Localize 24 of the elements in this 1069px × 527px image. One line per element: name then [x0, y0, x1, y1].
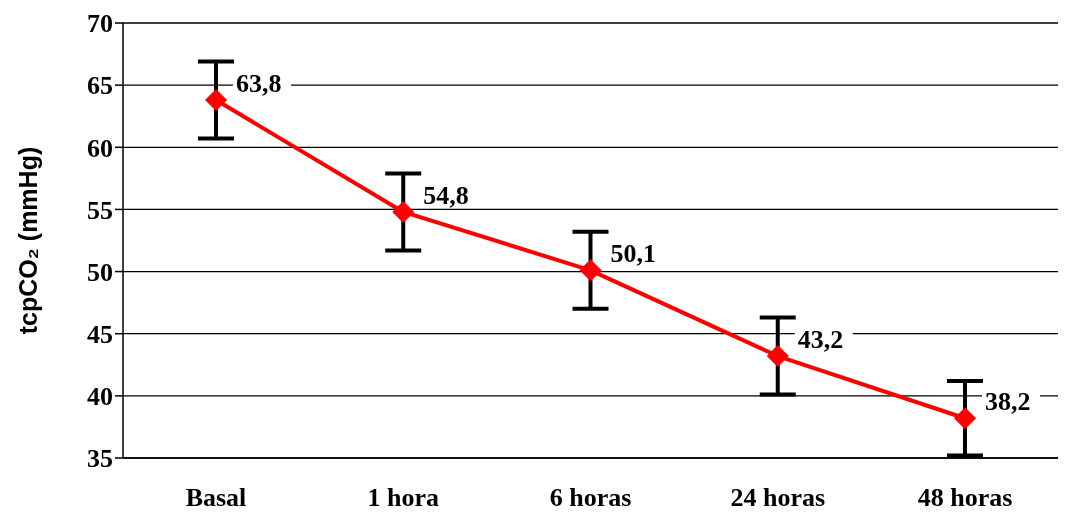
- y-tick-label: 45: [87, 319, 113, 349]
- data-label: 43,2: [797, 325, 844, 355]
- y-tick-label: 70: [87, 9, 113, 39]
- x-tick-label: 24 horas: [730, 483, 826, 513]
- x-tick-label: Basal: [185, 483, 247, 513]
- y-tick-label: 40: [87, 382, 113, 412]
- point: [954, 407, 976, 430]
- point: [205, 89, 227, 112]
- x-tick-label: 1 hora: [367, 483, 439, 513]
- y-tick-label: 55: [87, 195, 113, 225]
- point: [579, 259, 602, 282]
- x-tick-label: 6 horas: [549, 483, 632, 513]
- data-label: 63,8: [236, 69, 282, 99]
- data-label: 50,1: [610, 239, 656, 269]
- data-label: 54,8: [423, 180, 469, 210]
- y-tick-label: 60: [87, 133, 113, 163]
- x-tick-label: 48 horas: [917, 483, 1013, 513]
- point: [766, 345, 789, 368]
- point: [392, 200, 415, 223]
- y-axis-title: tcpCO₂ (mmHg): [13, 146, 42, 335]
- y-tick-label: 65: [87, 71, 113, 101]
- data-label: 38,2: [985, 387, 1031, 417]
- y-tick-label: 35: [87, 444, 113, 474]
- y-tick-label: 50: [87, 257, 113, 287]
